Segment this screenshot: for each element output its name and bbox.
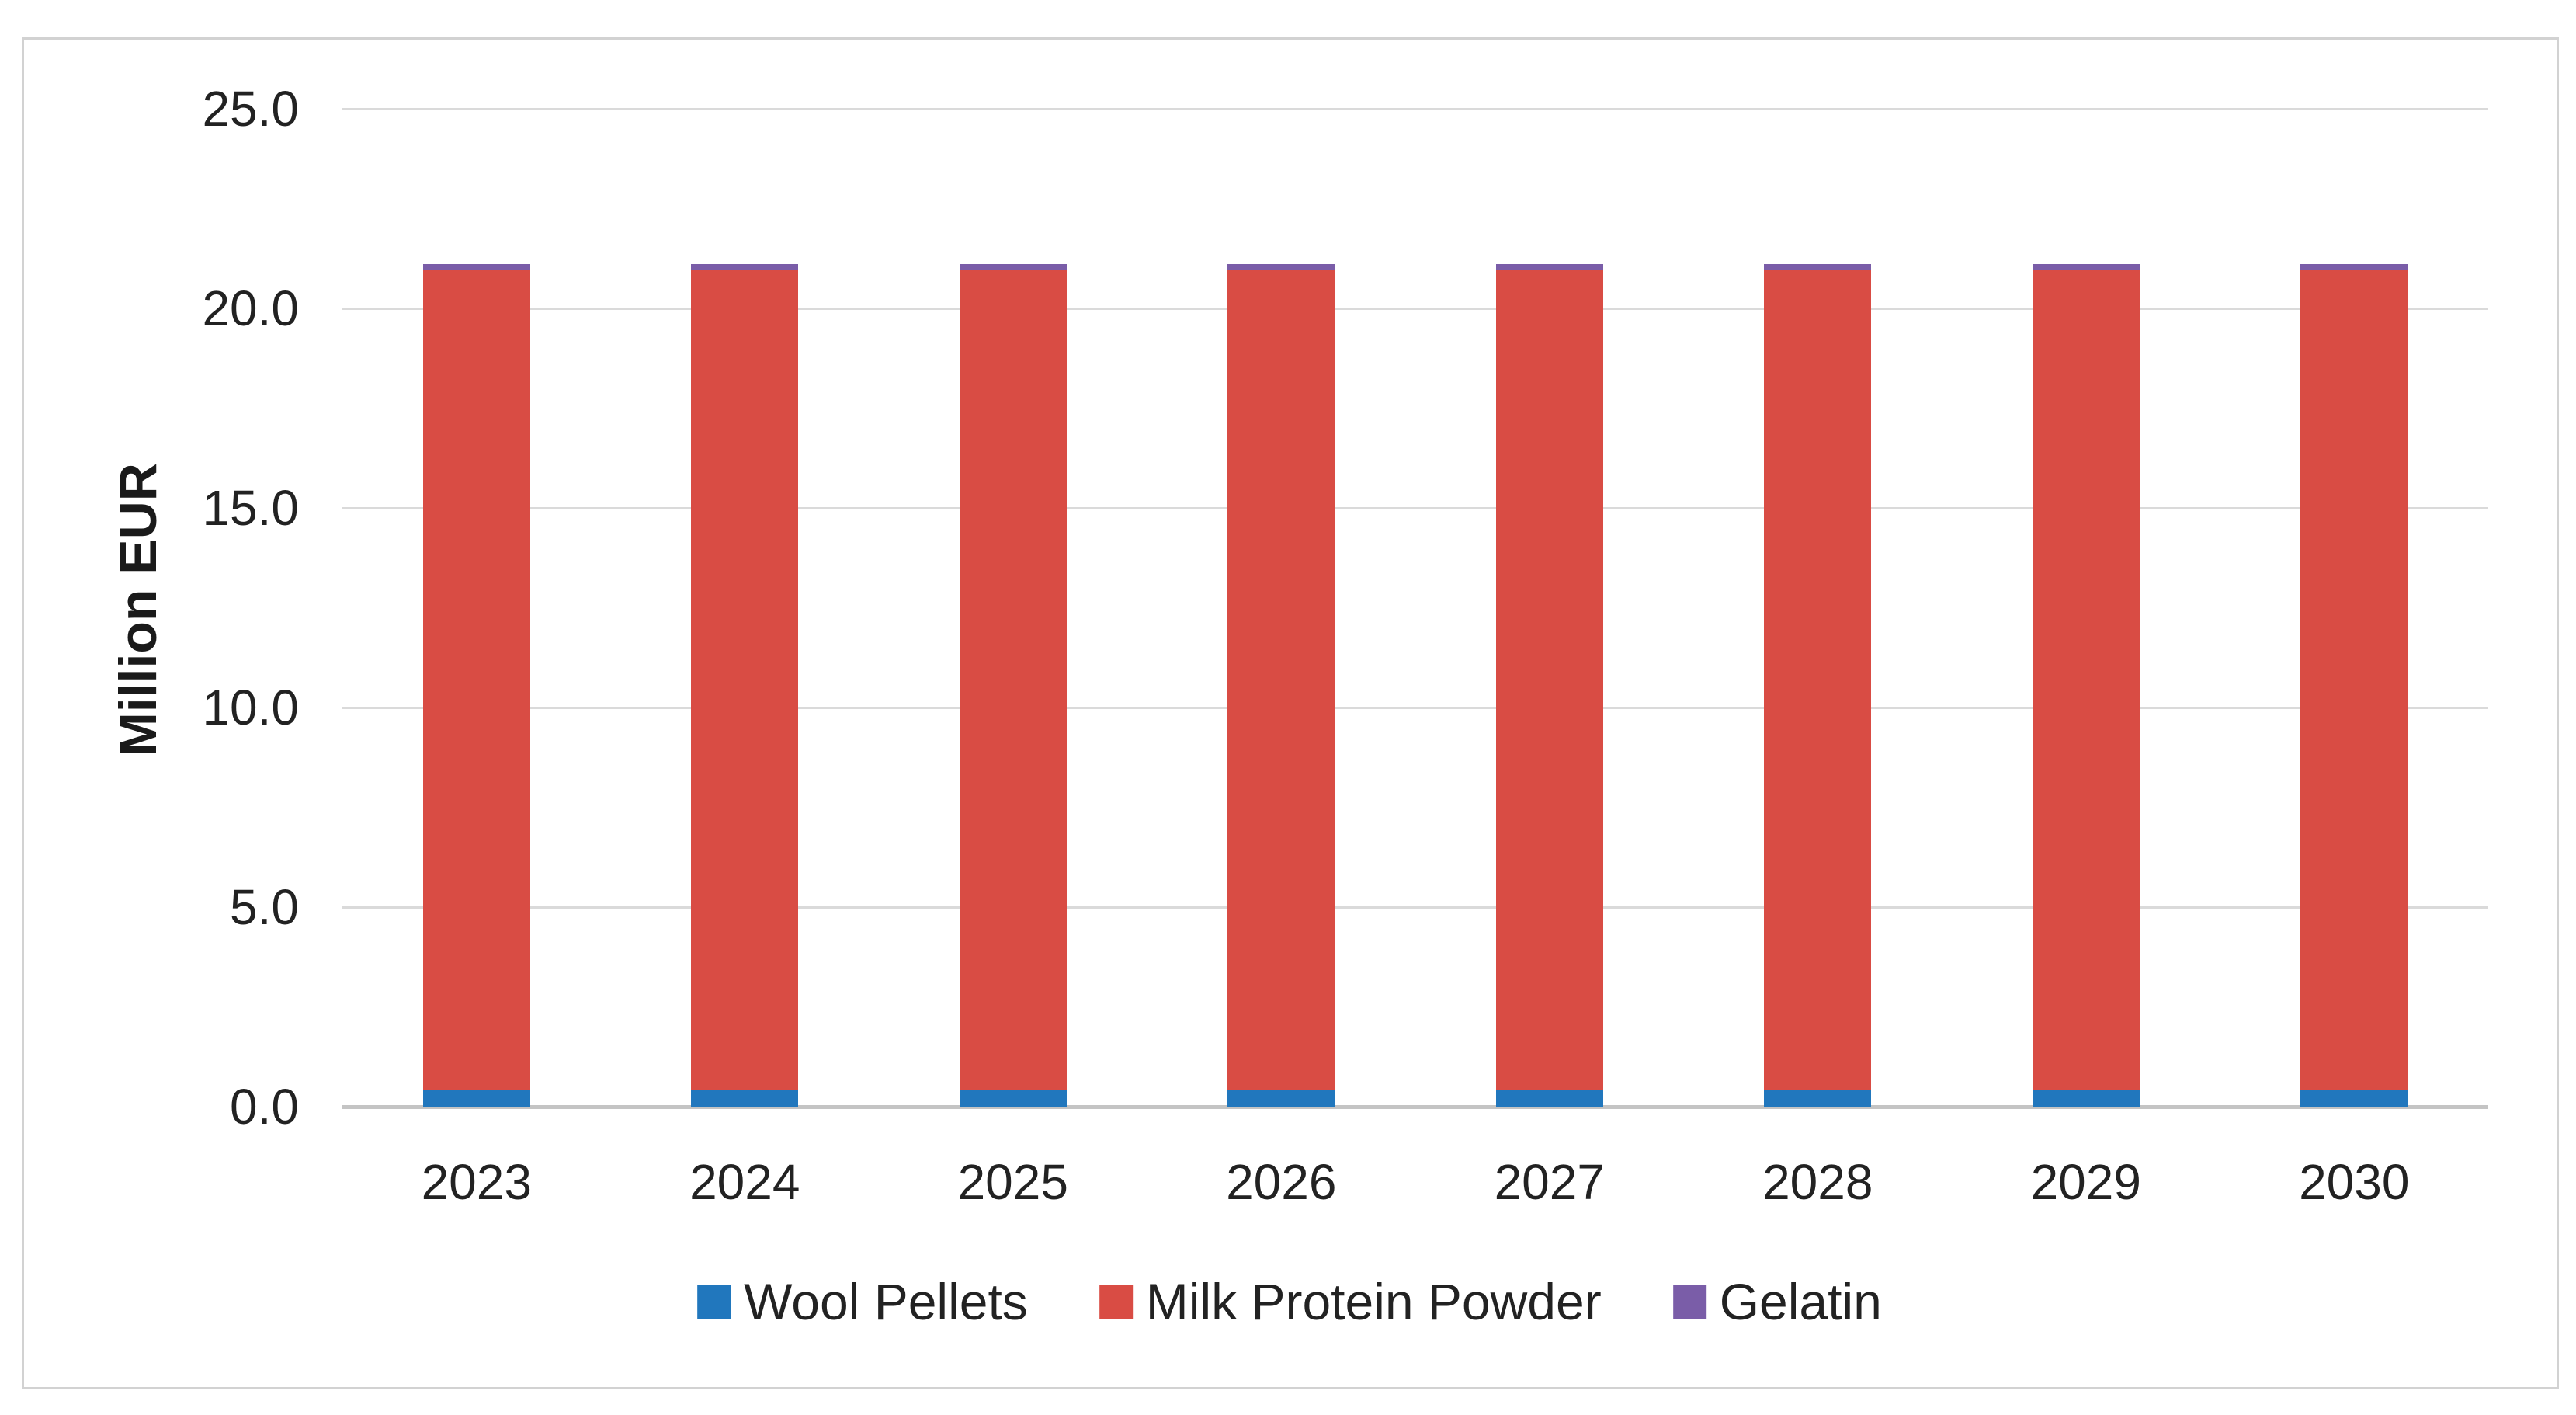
x-tick-label-2028: 2028 <box>1762 1154 1873 1210</box>
bar-segment-milk-protein-powder-2024 <box>691 270 799 1091</box>
bar-segment-wool-pellets-2025 <box>959 1090 1067 1107</box>
y-tick-label: 20.0 <box>202 280 299 336</box>
x-axis-line <box>342 1105 2488 1109</box>
x-tick-label-2023: 2023 <box>421 1154 532 1210</box>
bar-segment-gelatin-2025 <box>959 264 1067 271</box>
x-tick-label-2024: 2024 <box>689 1154 800 1210</box>
legend-label: Milk Protein Powder <box>1145 1273 1602 1330</box>
y-tick-label: 5.0 <box>230 879 299 935</box>
x-tick-label-2029: 2029 <box>2030 1154 2141 1210</box>
bar-segment-wool-pellets-2029 <box>2032 1090 2140 1107</box>
legend-label: Gelatin <box>1719 1273 1882 1330</box>
bar-segment-gelatin-2029 <box>2032 264 2140 271</box>
bar-segment-milk-protein-powder-2030 <box>2300 270 2408 1091</box>
legend-label: Wool Pellets <box>744 1273 1028 1330</box>
bar-segment-gelatin-2028 <box>1764 264 1872 271</box>
legend-swatch-icon <box>697 1285 731 1319</box>
bar-segment-wool-pellets-2030 <box>2300 1090 2408 1107</box>
bar-segment-gelatin-2026 <box>1227 264 1335 271</box>
gridline <box>342 707 2488 709</box>
bar-segment-milk-protein-powder-2026 <box>1227 270 1335 1091</box>
legend-swatch-icon <box>1099 1285 1133 1319</box>
y-tick-label: 25.0 <box>202 81 299 137</box>
legend-item-wool-pellets: Wool Pellets <box>697 1274 1028 1330</box>
x-tick-label-2030: 2030 <box>2299 1154 2410 1210</box>
gridline <box>342 507 2488 509</box>
bar-segment-milk-protein-powder-2023 <box>422 270 530 1091</box>
gridline <box>342 108 2488 110</box>
bar-segment-milk-protein-powder-2027 <box>1495 270 1603 1091</box>
bar-segment-milk-protein-powder-2025 <box>959 270 1067 1091</box>
x-tick-label-2026: 2026 <box>1226 1154 1337 1210</box>
bar-segment-gelatin-2027 <box>1495 264 1603 271</box>
y-tick-label: 0.0 <box>230 1079 299 1135</box>
bar-segment-wool-pellets-2027 <box>1495 1090 1603 1107</box>
legend-item-gelatin: Gelatin <box>1672 1273 1882 1330</box>
bar-segment-milk-protein-powder-2029 <box>2032 270 2140 1091</box>
bar-segment-wool-pellets-2028 <box>1764 1090 1872 1107</box>
y-tick-label: 10.0 <box>202 680 299 735</box>
legend: Wool Pellets Milk Protein Powder Gelatin <box>697 1274 1882 1330</box>
gridline <box>342 906 2488 909</box>
bar-segment-wool-pellets-2026 <box>1227 1090 1335 1107</box>
y-tick-label: 15.0 <box>202 480 299 536</box>
bar-segment-wool-pellets-2024 <box>691 1090 799 1107</box>
gridline <box>342 308 2488 310</box>
bar-segment-gelatin-2023 <box>422 264 530 271</box>
bar-segment-wool-pellets-2023 <box>422 1090 530 1107</box>
x-tick-label-2027: 2027 <box>1494 1154 1605 1210</box>
legend-swatch-icon <box>1672 1285 1706 1319</box>
legend-item-milk-protein-powder: Milk Protein Powder <box>1099 1274 1602 1330</box>
bar-segment-milk-protein-powder-2028 <box>1764 270 1872 1091</box>
bar-segment-gelatin-2024 <box>691 264 799 271</box>
x-tick-label-2025: 2025 <box>957 1154 1068 1210</box>
bar-segment-gelatin-2030 <box>2300 264 2408 271</box>
